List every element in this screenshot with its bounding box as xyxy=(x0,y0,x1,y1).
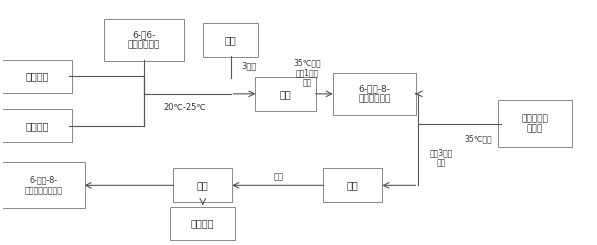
Text: 中性: 中性 xyxy=(273,172,284,182)
Text: 三氯化铝: 三氯化铝 xyxy=(26,121,49,131)
Text: 乙烯: 乙烯 xyxy=(224,35,236,45)
Text: 35℃以下: 35℃以下 xyxy=(464,135,493,144)
FancyBboxPatch shape xyxy=(2,60,72,93)
FancyBboxPatch shape xyxy=(104,19,183,61)
FancyBboxPatch shape xyxy=(2,109,72,142)
Text: 浓缩: 浓缩 xyxy=(197,180,208,190)
FancyBboxPatch shape xyxy=(498,100,572,147)
FancyBboxPatch shape xyxy=(2,162,85,208)
FancyBboxPatch shape xyxy=(333,73,416,115)
Text: 3小时: 3小时 xyxy=(241,62,257,71)
FancyBboxPatch shape xyxy=(170,207,235,240)
Text: 20℃-25℃: 20℃-25℃ xyxy=(164,103,207,112)
Text: 硼氢化钾氢
水溶液: 硼氢化钾氢 水溶液 xyxy=(521,114,549,133)
FancyBboxPatch shape xyxy=(256,77,316,111)
FancyBboxPatch shape xyxy=(173,168,232,202)
Text: 二氯乙烷: 二氯乙烷 xyxy=(26,71,49,81)
FancyBboxPatch shape xyxy=(204,23,258,57)
Text: 水解: 水解 xyxy=(279,89,291,99)
Text: 35℃以下
静置1小时
分层: 35℃以下 静置1小时 分层 xyxy=(294,58,321,88)
Text: 6-氯6-
氧代己酸乙酯: 6-氯6- 氧代己酸乙酯 xyxy=(128,30,160,49)
Text: 6-氧代-8-
氯辛酸乙酯液: 6-氧代-8- 氯辛酸乙酯液 xyxy=(358,84,390,104)
Text: 6-羟基-8-
氯辛酸乙酯浓缩液: 6-羟基-8- 氯辛酸乙酯浓缩液 xyxy=(24,176,62,195)
Text: 二氯乙烷: 二氯乙烷 xyxy=(191,219,214,229)
Text: 水洗: 水洗 xyxy=(347,180,359,190)
Text: 保温3小时
分层: 保温3小时 分层 xyxy=(430,148,453,168)
FancyBboxPatch shape xyxy=(324,168,383,202)
